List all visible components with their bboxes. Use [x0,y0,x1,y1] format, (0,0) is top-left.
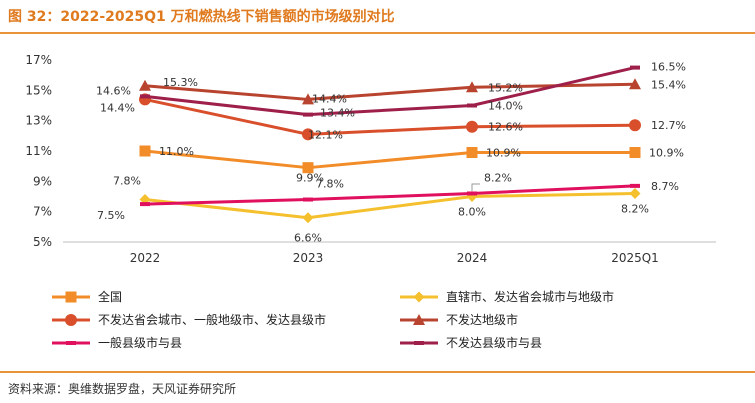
legend-label: 全国 [98,289,122,304]
legend-label: 一般县级市与县 [98,335,182,350]
data-label: 14.4% [100,101,135,114]
data-label: 15.4% [651,78,686,91]
legend-marker [414,341,424,345]
data-label: 8.0% [458,206,486,219]
x-tick-label: 2022 [130,251,161,265]
data-label: 14.0% [488,100,523,113]
y-tick-label: 15% [25,83,52,97]
legend-marker [413,314,425,325]
legend-label: 直辖市、发达省会城市与地级市 [446,289,614,304]
data-label: 14.6% [96,84,131,97]
series-marker [303,197,313,202]
data-label: 12.1% [308,128,343,141]
data-label: 7.5% [97,209,125,222]
data-label: 7.8% [316,178,344,191]
data-label: 12.6% [488,121,523,134]
x-tick-label: 2025Q1 [611,251,659,265]
series-marker [302,162,314,174]
data-label: 15.3% [163,76,198,89]
legend-label: 不发达地级市 [446,312,518,327]
series-marker [629,119,641,132]
label-leader-line [471,183,480,191]
series-marker [630,65,640,70]
data-label: 15.2% [488,81,523,94]
series-marker [302,212,314,224]
series-marker [140,94,150,99]
data-label: 10.9% [486,147,521,160]
series-marker [302,93,314,105]
series-marker [630,183,640,188]
x-tick-label: 2024 [457,251,488,265]
legend-label: 不发达县级市与县 [446,335,542,350]
series-marker [139,79,151,91]
data-label: 8.7% [651,180,679,193]
data-label: 13.4% [320,107,355,120]
series-line [144,66,636,117]
data-label: 12.7% [651,119,686,132]
series-marker [467,103,477,108]
legend-marker [65,314,77,326]
data-label: 16.5% [651,61,686,74]
figure-title: 图 32：2022-2025Q1 万和燃热线下销售额的市场级别对比 [8,9,395,25]
series-line [144,97,636,136]
legend-marker [413,291,425,303]
series-line [144,82,636,101]
data-label: 10.9% [649,147,684,160]
series-marker [140,202,150,207]
data-label: 7.8% [113,175,141,188]
bottom-divider [0,371,755,373]
series-marker [467,191,477,196]
series-marker [466,120,478,133]
data-label: 11.0% [159,145,194,158]
y-tick-label: 7% [33,205,52,219]
legend-marker [65,291,77,303]
series-line [144,149,635,170]
data-label: 6.6% [294,232,322,245]
data-label: 8.2% [621,202,649,215]
y-tick-label: 5% [33,235,52,249]
x-tick-label: 2023 [293,251,324,265]
data-label: 8.2% [484,171,512,184]
series-marker [303,112,313,117]
series-marker [629,187,641,199]
series-marker [302,128,314,141]
y-tick-label: 9% [33,174,52,188]
legend-marker [66,341,76,345]
series-marker [629,78,641,90]
legend-label: 不发达省会城市、一般地级市、发达县级市 [98,312,326,327]
series-line [144,184,636,206]
y-tick-label: 17% [25,53,52,67]
series-marker [466,147,478,159]
data-label: 9.9% [296,172,324,185]
top-divider [0,32,755,34]
y-tick-label: 13% [25,114,52,128]
source-note: 资料来源：奥维数据罗盘，天风证券研究所 [8,382,237,396]
y-tick-label: 11% [25,144,52,158]
series-marker [629,147,641,159]
series-line [144,191,636,220]
series-marker [139,145,151,157]
series-marker [466,81,478,93]
data-label: 14.4% [312,92,347,105]
